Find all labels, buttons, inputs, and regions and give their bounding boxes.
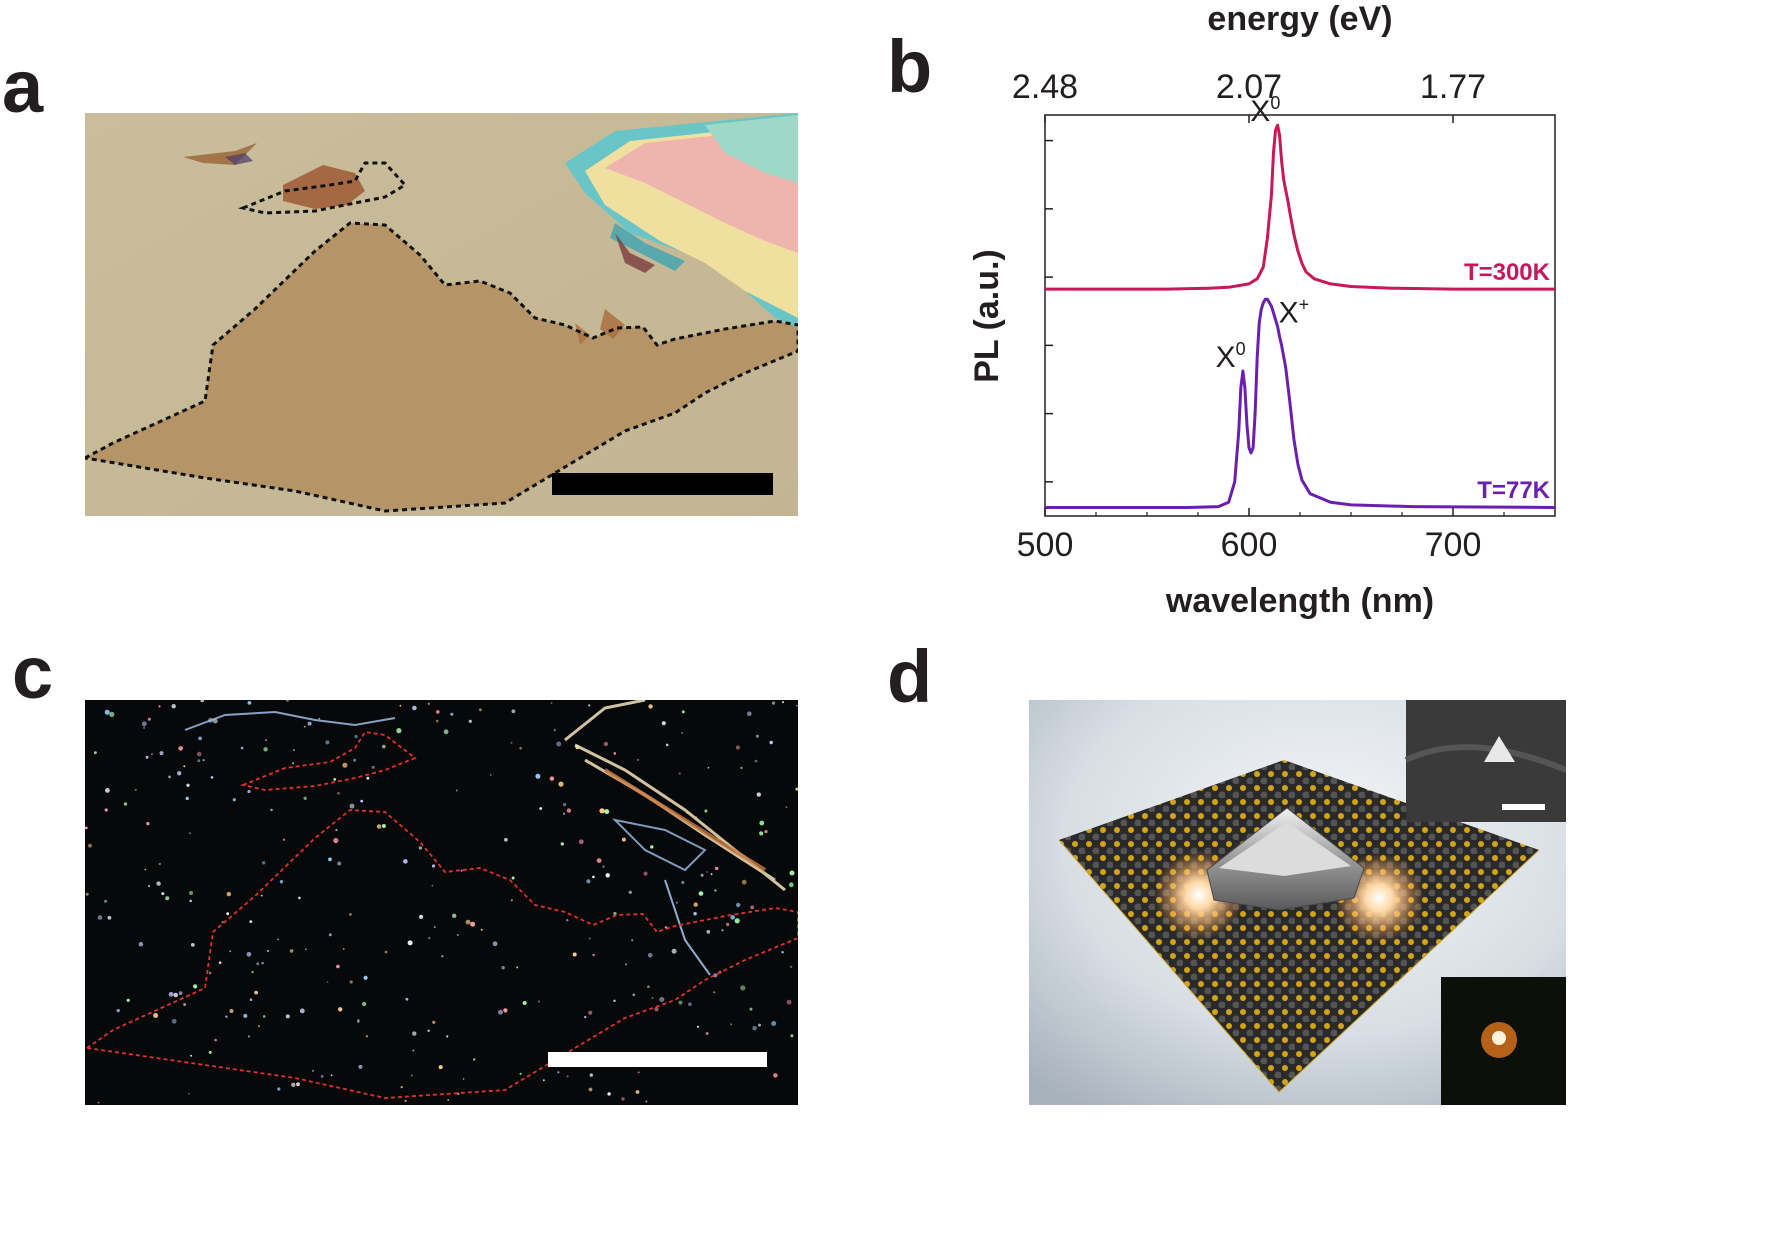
optical-micrograph	[85, 113, 798, 516]
y-axis-label: PL (a.u.)	[968, 249, 1006, 383]
top-tick-label: 1.77	[1420, 68, 1486, 106]
schematic-illustration	[1029, 700, 1566, 1105]
panel-label-a: a	[2, 45, 44, 128]
x-axis-label: wavelength (nm)	[1165, 582, 1434, 620]
series-label-300k: T=300K	[1464, 259, 1551, 286]
pl-spectrum-chart: 500 600 700 2.48 2.07 1.77 energy (eV) wavele…	[968, 0, 1556, 620]
x-tick-label: 700	[1425, 526, 1482, 564]
plot-frame	[1044, 114, 1556, 517]
series-label-77k: T=77K	[1477, 477, 1550, 504]
x-tick-label: 500	[1017, 526, 1074, 564]
panel-label-c: c	[12, 631, 54, 714]
peak-annotation: X+	[1279, 295, 1310, 330]
peak-annotation: X0	[1250, 93, 1280, 128]
top-axis-label: energy (eV)	[1207, 0, 1392, 38]
darkfield-micrograph	[85, 700, 798, 1105]
panel-label-b: b	[887, 25, 933, 108]
series-line-300k	[1045, 123, 1555, 291]
peak-annotation: X0	[1216, 339, 1246, 374]
panel-label-d: d	[887, 635, 933, 718]
x-tick-label: 600	[1221, 526, 1278, 564]
top-tick-label: 2.07	[1216, 68, 1282, 106]
top-tick-label: 2.48	[1012, 68, 1078, 106]
series-line-77k	[1045, 297, 1556, 509]
